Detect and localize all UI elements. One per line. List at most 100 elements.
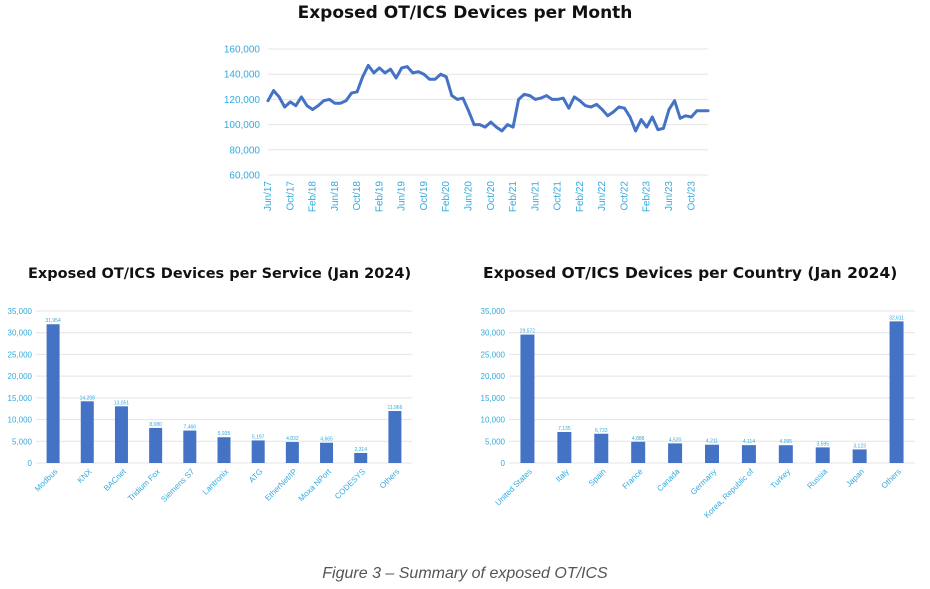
data-point xyxy=(567,106,571,110)
y-tick-label: 10,000 xyxy=(481,416,506,425)
data-point xyxy=(411,71,415,75)
bar-value-label: 4,211 xyxy=(706,439,718,445)
x-category-label: Others xyxy=(880,467,903,490)
x-category-label: Russia xyxy=(805,467,829,491)
data-point xyxy=(678,117,682,120)
data-point xyxy=(689,115,693,119)
data-point xyxy=(355,90,359,94)
data-point xyxy=(383,71,387,75)
y-tick-label: 35,000 xyxy=(481,307,506,316)
data-point xyxy=(378,66,381,70)
data-point xyxy=(517,98,520,101)
bar xyxy=(705,444,719,463)
x-category-label: BACnet xyxy=(102,467,128,493)
bar-value-label: 6,733 xyxy=(595,428,608,434)
data-point xyxy=(595,103,598,106)
x-category-label: ATG xyxy=(247,467,265,485)
bar xyxy=(149,427,163,463)
bar-value-label: 11,966 xyxy=(387,405,402,411)
data-point xyxy=(539,96,543,100)
bar-value-label: 14,208 xyxy=(80,395,96,401)
data-point xyxy=(500,129,504,133)
data-point xyxy=(266,99,270,102)
data-point xyxy=(673,99,676,102)
monthly-chart-title: Exposed OT/ICS Devices per Month xyxy=(297,3,633,23)
bar xyxy=(183,430,197,463)
data-point xyxy=(339,101,342,105)
data-point xyxy=(322,99,325,102)
x-tick-label: Oct/21 xyxy=(553,181,564,211)
data-point xyxy=(272,89,275,92)
x-tick-label: Feb/18 xyxy=(308,181,319,213)
x-category-label: Japan xyxy=(844,467,866,489)
x-category-label: KNX xyxy=(76,467,94,485)
bar-value-label: 13,051 xyxy=(114,400,130,406)
data-point xyxy=(316,104,320,107)
data-point xyxy=(439,72,442,76)
y-tick-label: 100,000 xyxy=(224,120,261,131)
bar xyxy=(217,437,231,463)
service-chart-title: Exposed OT/ICS Devices per Service (Jan … xyxy=(28,266,412,282)
bar xyxy=(285,442,299,463)
y-tick-label: 120,000 xyxy=(224,95,261,106)
series-line xyxy=(266,63,710,133)
x-tick-label: Jun/19 xyxy=(397,181,408,211)
y-tick-label: 25,000 xyxy=(481,350,506,359)
data-point xyxy=(561,96,565,100)
x-tick-label: Feb/20 xyxy=(441,181,452,213)
x-category-label: Spain xyxy=(587,467,608,488)
bar xyxy=(668,443,683,463)
bar-value-label: 3,595 xyxy=(816,441,829,447)
data-point xyxy=(400,66,403,70)
bar-value-label: 8,080 xyxy=(149,422,162,428)
x-category-label: Turkey xyxy=(769,467,792,490)
data-point xyxy=(366,64,370,67)
data-point xyxy=(545,94,548,97)
x-tick-label: Oct/19 xyxy=(419,181,430,211)
x-category-label: Tridium Fox xyxy=(126,467,162,503)
data-point xyxy=(617,105,621,109)
y-tick-label: 5,000 xyxy=(485,437,506,446)
x-tick-label: Jun/23 xyxy=(664,181,675,211)
data-point xyxy=(489,120,493,124)
data-point xyxy=(350,91,353,95)
data-point xyxy=(472,123,476,126)
bar xyxy=(852,449,867,463)
bar xyxy=(889,321,904,463)
data-point xyxy=(300,95,303,99)
data-point xyxy=(333,101,337,105)
data-point xyxy=(706,109,710,113)
bar xyxy=(354,452,368,463)
y-tick-label: 160,000 xyxy=(224,45,261,56)
data-point xyxy=(450,94,454,97)
bar xyxy=(631,441,646,463)
bar xyxy=(594,433,609,463)
data-point xyxy=(483,125,487,129)
x-tick-label: Jun/21 xyxy=(530,181,541,211)
y-tick-label: 15,000 xyxy=(481,394,506,403)
bar xyxy=(80,401,94,463)
x-tick-label: Oct/22 xyxy=(619,181,630,211)
y-tick-label: 20,000 xyxy=(8,372,33,381)
bar-value-label: 29,572 xyxy=(520,329,536,335)
x-tick-label: Feb/19 xyxy=(374,181,385,213)
data-point xyxy=(478,123,481,126)
bar xyxy=(46,324,60,463)
y-tick-label: 20,000 xyxy=(481,372,506,381)
data-point xyxy=(628,115,632,119)
y-tick-label: 30,000 xyxy=(481,329,506,338)
x-tick-label: Jun/20 xyxy=(464,181,475,211)
bar xyxy=(741,445,756,463)
data-point xyxy=(461,96,465,100)
data-point xyxy=(288,100,292,104)
x-category-label: Canada xyxy=(655,467,682,494)
data-point xyxy=(612,110,615,114)
x-tick-label: Feb/22 xyxy=(575,181,586,213)
bar-value-label: 31,954 xyxy=(45,318,61,324)
bar-value-label: 5,197 xyxy=(252,434,265,440)
data-point xyxy=(389,67,392,71)
bar-value-label: 4,888 xyxy=(632,436,645,442)
bar-value-label: 3,123 xyxy=(853,443,866,449)
x-tick-label: Feb/21 xyxy=(508,181,519,213)
figure-caption: Figure 3 – Summary of exposed OT/ICS xyxy=(322,565,608,582)
